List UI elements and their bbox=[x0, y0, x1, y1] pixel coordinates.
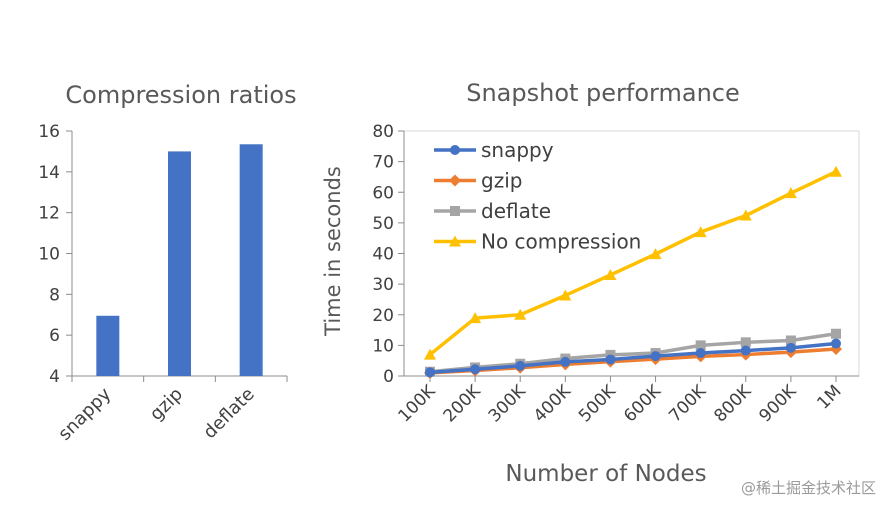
data-point-snappy bbox=[695, 348, 706, 359]
legend-marker-deflate bbox=[450, 206, 460, 216]
data-point-no-compression bbox=[424, 348, 436, 360]
bar-y-tick-label: 16 bbox=[38, 122, 60, 142]
legend-marker-no-compression bbox=[449, 235, 461, 247]
data-point-no-compression bbox=[604, 268, 617, 280]
snapshot-performance-chart: Snapshot performance 0 10 20 30 40 50 60 70 80 1… bbox=[321, 79, 860, 487]
line-chart-series bbox=[424, 165, 842, 379]
line-y-tick-label: 50 bbox=[372, 214, 394, 234]
bar-y-tick-label: 14 bbox=[38, 163, 60, 183]
line-x-tick-label: 300K bbox=[485, 381, 531, 427]
bar-gzip bbox=[168, 151, 191, 376]
data-point-deflate bbox=[740, 337, 751, 348]
line-y-tick-label: 40 bbox=[372, 245, 394, 265]
data-point-snappy bbox=[425, 367, 435, 378]
line-x-tick-label: 900K bbox=[755, 381, 801, 427]
line-chart-x-tick-labels: 100K 200K 300K 400K 500K 600K 700K 800K 900K 1M bbox=[395, 381, 846, 427]
legend-label-snappy: snappy bbox=[481, 138, 554, 162]
line-x-tick-label: 400K bbox=[530, 381, 576, 427]
line-chart-y-tick-labels: 0 10 20 30 40 50 60 70 80 bbox=[372, 122, 394, 387]
data-point-snappy bbox=[605, 354, 616, 365]
line-y-tick-label: 60 bbox=[372, 183, 394, 203]
series-line-deflate bbox=[428, 331, 838, 374]
data-point-no-compression bbox=[694, 226, 707, 238]
bar-chart-bars bbox=[96, 144, 263, 376]
bar-chart-x-tick-labels: snappy gzip deflate bbox=[54, 383, 258, 444]
bar-chart-y-tick-labels: 4 6 8 10 12 14 16 bbox=[38, 122, 60, 387]
line-x-tick-label: 500K bbox=[575, 381, 621, 427]
line-y-tick-label: 0 bbox=[383, 367, 394, 387]
data-point-no-compression bbox=[830, 165, 842, 177]
data-point-snappy bbox=[650, 351, 661, 362]
bar-deflate bbox=[239, 144, 263, 376]
data-point-no-compression bbox=[739, 209, 752, 221]
data-point-no-compression bbox=[784, 187, 797, 199]
line-x-tick-label: 600K bbox=[620, 381, 666, 427]
legend-label-no-compression: No compression bbox=[481, 230, 641, 254]
bar-y-tick-label: 6 bbox=[49, 326, 60, 346]
line-x-tick-label: 800K bbox=[710, 381, 756, 427]
data-point-no-compression bbox=[649, 248, 662, 260]
legend-marker-gzip bbox=[449, 174, 461, 187]
x-axis-label: Number of Nodes bbox=[505, 461, 706, 487]
compression-ratios-chart: Compression ratios 4 6 8 10 12 14 16 snappy gzi… bbox=[38, 81, 296, 445]
data-point-no-compression bbox=[514, 308, 527, 320]
data-point-snappy bbox=[560, 356, 571, 367]
data-point-snappy bbox=[515, 360, 526, 371]
bar-y-tick-label: 8 bbox=[49, 285, 60, 305]
bar-x-tick-label: gzip bbox=[146, 384, 187, 425]
data-point-deflate bbox=[831, 328, 841, 339]
data-point-no-compression bbox=[469, 312, 482, 324]
data-point-deflate bbox=[785, 335, 796, 346]
bar-x-tick-label: snappy bbox=[54, 383, 115, 444]
legend-marker-snappy bbox=[450, 145, 460, 155]
series-line-snappy bbox=[428, 341, 838, 375]
line-chart-title: Snapshot performance bbox=[466, 79, 740, 107]
series-line-no-compression bbox=[428, 169, 838, 357]
line-x-tick-label: 200K bbox=[440, 381, 486, 427]
data-point-no-compression bbox=[559, 289, 572, 301]
line-x-tick-label: 100K bbox=[395, 381, 441, 427]
line-chart-axes bbox=[398, 130, 859, 382]
y-axis-label: Time in seconds bbox=[321, 166, 345, 337]
line-y-tick-label: 30 bbox=[372, 275, 394, 295]
line-y-tick-label: 70 bbox=[372, 153, 394, 173]
chart-legend: snappy gzip deflate No compression bbox=[434, 138, 641, 254]
bar-chart-title: Compression ratios bbox=[65, 81, 296, 109]
bar-y-tick-label: 4 bbox=[49, 367, 60, 387]
bar-y-tick-label: 12 bbox=[38, 204, 60, 224]
data-point-deflate bbox=[695, 340, 706, 351]
data-point-snappy bbox=[740, 345, 751, 356]
watermark-text: @稀土掘金技术社区 bbox=[741, 479, 876, 497]
line-x-tick-label: 1M bbox=[813, 381, 845, 413]
line-x-tick-label: 700K bbox=[665, 381, 711, 427]
bar-y-tick-label: 10 bbox=[38, 245, 60, 265]
data-point-snappy bbox=[470, 364, 481, 375]
line-y-tick-label: 10 bbox=[372, 336, 394, 356]
data-point-snappy bbox=[785, 342, 796, 353]
line-y-tick-label: 80 bbox=[372, 122, 394, 142]
bar-x-tick-label: deflate bbox=[199, 384, 258, 443]
line-y-tick-label: 20 bbox=[372, 306, 394, 326]
legend-label-gzip: gzip bbox=[481, 169, 522, 193]
bar-snappy bbox=[96, 315, 120, 376]
legend-label-deflate: deflate bbox=[481, 199, 551, 223]
data-point-snappy bbox=[831, 338, 841, 349]
